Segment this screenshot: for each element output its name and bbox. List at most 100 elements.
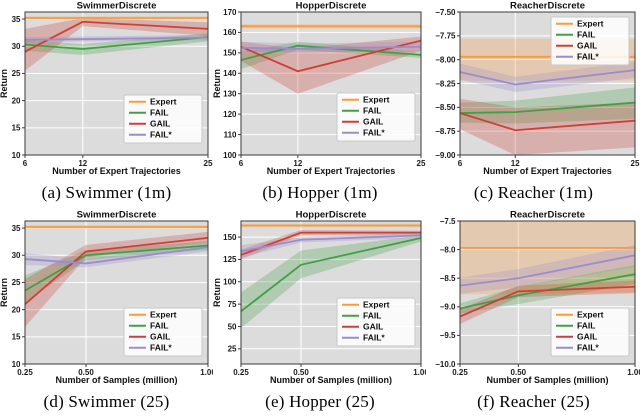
xtick-label: 6 <box>239 159 244 168</box>
line-fail <box>25 244 208 292</box>
legend-label: Expert <box>577 19 604 29</box>
chart-reacher-1m: −9.00 −8.75 −8.50 −8.25 −8.00 −7.75 −7.50 6 12 25… <box>427 0 640 177</box>
ytick-label: 120 <box>223 110 237 119</box>
ytick-label: 30 <box>12 42 21 51</box>
subplot-cell-b: 100 110 120 130 140 150 160 170 6 12 25 HopperDiscr… <box>213 0 427 209</box>
subplot-caption: (e) Hopper (25) <box>265 392 375 411</box>
ytick-label: 25 <box>12 69 21 78</box>
subplot-caption: (a) Swimmer (1m) <box>41 183 172 202</box>
xtick-label: 0.25 <box>233 368 249 377</box>
plot-spines <box>24 220 209 365</box>
ytick-label: 100 <box>223 278 237 287</box>
x-axis-label: Number of Expert Trajectories <box>483 166 612 176</box>
ytick-label: 100 <box>223 151 237 160</box>
ytick-label: 130 <box>223 90 237 99</box>
subplot-svg: 10 15 20 25 30 35 6 12 25 SwimmerDiscrete Number o… <box>0 1 213 177</box>
line-gail <box>25 20 208 53</box>
x-axis-label: Number of Samples (million) <box>270 375 392 385</box>
legend-label: FAIL* <box>150 130 172 140</box>
ytick-label: −8.00 <box>435 55 456 64</box>
ytick-label: 25 <box>228 345 237 354</box>
legend-box <box>550 16 630 66</box>
legend-label: Expert <box>363 300 390 310</box>
ytick-label: 30 <box>12 251 21 260</box>
legend-label: GAIL <box>363 117 383 127</box>
legend-label: FAIL <box>363 106 381 116</box>
ytick-label: 150 <box>223 49 237 58</box>
ytick-label: −8.0 <box>440 245 456 254</box>
xtick-label: 0.50 <box>78 368 94 377</box>
legend-label: GAIL <box>363 322 383 332</box>
xtick-label: 1.00 <box>413 368 426 377</box>
subplot-svg: 10 15 20 25 30 35 0.25 0.50 1.00 SwimmerDiscrete N… <box>0 210 213 386</box>
ytick-label: 15 <box>12 333 21 342</box>
legend-label: Expert <box>150 97 177 107</box>
ytick-label: 35 <box>12 224 21 233</box>
legend-label: FAIL* <box>363 128 385 138</box>
ytick-label: 140 <box>223 69 237 78</box>
subplot-title: HopperDiscrete <box>296 210 367 221</box>
xtick-label: 25 <box>204 159 213 168</box>
ytick-label: −9.00 <box>435 151 456 160</box>
line-fail <box>25 36 208 50</box>
xtick-label: 6 <box>458 159 463 168</box>
plot-spines <box>240 11 422 156</box>
subplot-cell-a: 10 15 20 25 30 35 6 12 25 SwimmerDiscrete Number o… <box>0 0 213 209</box>
band-fail-star <box>241 232 421 258</box>
ytick-label: −9.0 <box>440 303 456 312</box>
y-axis-label: Return <box>213 69 222 98</box>
ytick-label: −8.25 <box>435 79 456 88</box>
ytick-label: 150 <box>223 233 237 242</box>
band-fail <box>241 235 421 329</box>
plot-spines <box>459 220 636 365</box>
line-fail-star <box>460 254 635 287</box>
chart-reacher-25: −10.0 −9.5 −9.0 −8.5 −8.0 −7.5 0.25 0.50 1.00 Rea… <box>427 209 640 386</box>
legend-label: FAIL* <box>150 343 172 353</box>
line-fail <box>241 237 421 312</box>
legend-label: FAIL* <box>577 343 599 353</box>
subplot-title: ReacherDiscrete <box>510 1 585 12</box>
line-fail-star <box>241 234 421 253</box>
line-gail <box>25 236 208 305</box>
ytick-label: 170 <box>223 8 237 17</box>
xtick-label: 0.50 <box>293 368 309 377</box>
legend-label: GAIL <box>577 41 597 51</box>
subplot-title: HopperDiscrete <box>296 1 367 12</box>
ytick-label: −8.50 <box>435 103 456 112</box>
band-expert <box>460 221 635 295</box>
xtick-label: 12 <box>511 159 520 168</box>
x-axis-label: Number of Expert Trajectories <box>267 166 396 176</box>
chart-hopper-1m: 100 110 120 130 140 150 160 170 6 12 25 HopperDiscr… <box>213 0 427 177</box>
subplot-cell-e: 25 50 75 100 125 150 0.25 0.50 1.00 HopperDiscret… <box>213 209 427 419</box>
band-fail <box>460 87 635 124</box>
line-gail <box>460 285 635 318</box>
xtick-label: 0.25 <box>452 368 468 377</box>
band-fail-star <box>460 245 635 294</box>
ytick-label: −8.5 <box>440 274 456 283</box>
xtick-label: 25 <box>631 159 640 168</box>
xtick-label: 6 <box>23 159 28 168</box>
subplot-cell-c: −9.00 −8.75 −8.50 −8.25 −8.00 −7.75 −7.50 6 12 25… <box>427 0 640 209</box>
xtick-label: 12 <box>293 159 302 168</box>
legend-label: Expert <box>363 95 390 105</box>
line-fail <box>460 273 635 310</box>
y-axis-label: Return <box>213 278 222 307</box>
ytick-label: −10.0 <box>435 360 456 369</box>
line-gail <box>460 112 635 132</box>
ytick-label: 125 <box>223 255 237 264</box>
legend-label: FAIL <box>363 311 381 321</box>
legend-label: GAIL <box>150 332 170 342</box>
chart-swimmer-1m: 10 15 20 25 30 35 6 12 25 SwimmerDiscrete Number o… <box>0 0 213 177</box>
ytick-label: 10 <box>12 360 21 369</box>
plot-spines <box>24 11 209 156</box>
ytick-label: 75 <box>228 300 237 309</box>
ytick-label: 35 <box>12 15 21 24</box>
subplot-title: SwimmerDiscrete <box>77 210 157 221</box>
subplot-svg: 100 110 120 130 140 150 160 170 6 12 25 HopperDiscr… <box>213 1 426 177</box>
subplot-svg: −10.0 −9.5 −9.0 −8.5 −8.0 −7.5 0.25 0.50 1.00 Rea… <box>435 210 640 386</box>
line-fail <box>460 101 635 114</box>
line-fail-star <box>460 69 635 86</box>
subplot-caption: (b) Hopper (1m) <box>262 183 378 202</box>
